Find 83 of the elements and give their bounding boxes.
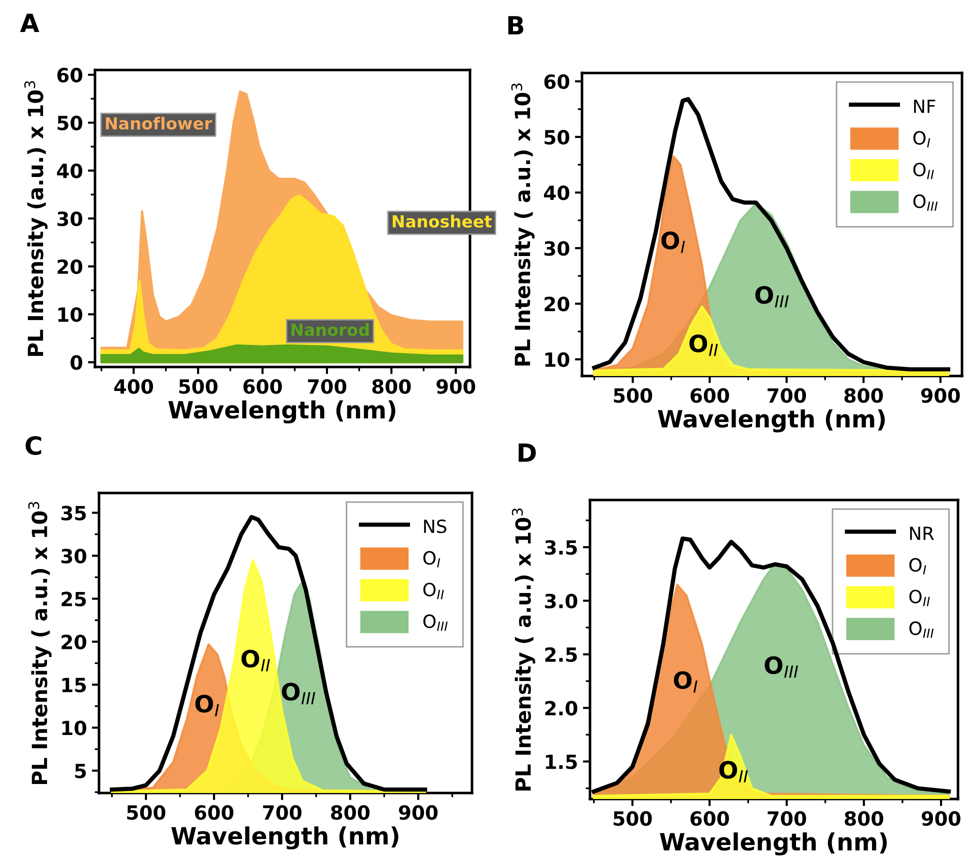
x-axis-title: Wavelength (nm): [171, 826, 398, 850]
y-tick-label: 20: [62, 634, 86, 650]
y-tick-label: 10: [62, 720, 86, 736]
x-tick-label: 600: [690, 811, 729, 826]
y-tick-label: 20: [544, 296, 570, 312]
legend-label: O$_{II}$: [909, 590, 930, 606]
y-tick-label: 25: [62, 592, 86, 606]
y-tick-label: 20: [58, 259, 82, 274]
y-tick-label: 15: [62, 678, 86, 692]
x-axis-title: Wavelength (nm): [658, 409, 885, 432]
y-axis-title: PL Intensity ( a.u.) x 10$^{3}$: [28, 502, 52, 784]
legend-label: O$_{II}$: [423, 582, 444, 600]
legend-label: O$_{III}$: [913, 194, 938, 211]
y-tick-label: 3.5: [545, 540, 577, 555]
legend-label: O$_{III}$: [423, 614, 448, 631]
y-tick-label: 10: [545, 352, 570, 367]
y-tick-label: 35: [61, 506, 86, 520]
x-tick-label: 900: [436, 379, 476, 394]
y-tick-label: 40: [544, 185, 570, 200]
x-tick-label: 500: [614, 811, 652, 826]
y-tick-label: 1.5: [546, 754, 577, 770]
legend-label: NS: [424, 520, 446, 534]
x-tick-label: 800: [844, 388, 883, 403]
annotation: O$_{III}$: [755, 286, 789, 308]
x-tick-label: 600: [690, 388, 730, 403]
x-tick-label: 900: [922, 811, 960, 826]
x-tick-label: 600: [194, 805, 234, 820]
series-label: Nanoflower: [106, 116, 212, 130]
chart-title: D: [518, 444, 536, 462]
x-tick-label: 500: [127, 805, 166, 820]
y-tick-label: 50: [544, 130, 570, 145]
y-tick-label: 60: [544, 74, 570, 90]
annotation: O$_{II}$: [689, 334, 718, 356]
annotation: O$_{I}$: [674, 671, 698, 693]
x-tick-label: 700: [768, 811, 806, 826]
x-axis-title: Wavelength (nm): [168, 400, 396, 424]
series-label: Nanorod: [292, 323, 369, 336]
x-tick-label: 800: [331, 805, 370, 820]
annotation: O$_{I}$: [661, 231, 685, 253]
y-tick-label: 40: [57, 164, 82, 178]
y-tick-label: 30: [61, 548, 86, 564]
chart-title: A: [20, 14, 40, 32]
x-tick-label: 500: [614, 388, 652, 403]
legend-label: NF: [914, 100, 936, 113]
legend-label: O$_{I}$: [913, 131, 930, 148]
x-tick-label: 400: [114, 379, 154, 394]
y-tick-label: 50: [58, 116, 82, 130]
y-tick-label: 2.0: [545, 700, 578, 716]
annotation: O$_{II}$: [241, 650, 270, 672]
y-tick-label: 2.5: [545, 647, 577, 662]
legend-label: O$_{I}$: [423, 551, 440, 568]
y-tick-label: 3.0: [545, 594, 578, 608]
annotation: O$_{II}$: [719, 760, 748, 782]
text: Nanosheet: [392, 214, 492, 228]
x-tick-label: 600: [243, 379, 282, 394]
y-axis-title: PL Intensity ( a.u.) x 10$^{3}$: [511, 84, 535, 366]
x-tick-label: 700: [308, 379, 346, 394]
x-tick-label: 800: [844, 811, 884, 826]
annotation: O$_{III}$: [764, 656, 798, 678]
y-tick-label: 5: [75, 764, 86, 778]
y-axis-title: PL Intensity ( a.u.) x 10$^{3}$: [512, 508, 536, 791]
y-tick-label: 30: [544, 241, 570, 256]
x-axis-title: Wavelength (nm): [660, 832, 887, 856]
legend-label: NR: [910, 526, 934, 540]
x-tick-label: 500: [179, 379, 218, 394]
x-tick-label: 700: [768, 388, 806, 403]
x-tick-label: 900: [398, 805, 438, 820]
line-series: [592, 97, 950, 372]
legend-label: O$_{II}$: [913, 162, 934, 180]
x-tick-label: 800: [372, 379, 411, 394]
y-tick-label: 60: [57, 68, 82, 82]
y-tick-label: 10: [58, 307, 82, 322]
annotation: O$_{I}$: [195, 694, 219, 716]
x-tick-label: 700: [263, 805, 302, 820]
annotation: O$_{III}$: [282, 682, 316, 704]
chart-title: C: [26, 436, 42, 456]
y-tick-label: 0: [70, 355, 82, 370]
y-tick-label: 30: [57, 211, 82, 226]
legend-label: O$_{I}$: [909, 558, 926, 574]
y-axis-title: PL Intensity (a.u.) x 10$^{3}$: [24, 81, 48, 356]
x-tick-label: 900: [921, 388, 960, 403]
chart-title: B: [508, 16, 524, 34]
legend-label: O$_{III}$: [909, 621, 934, 638]
